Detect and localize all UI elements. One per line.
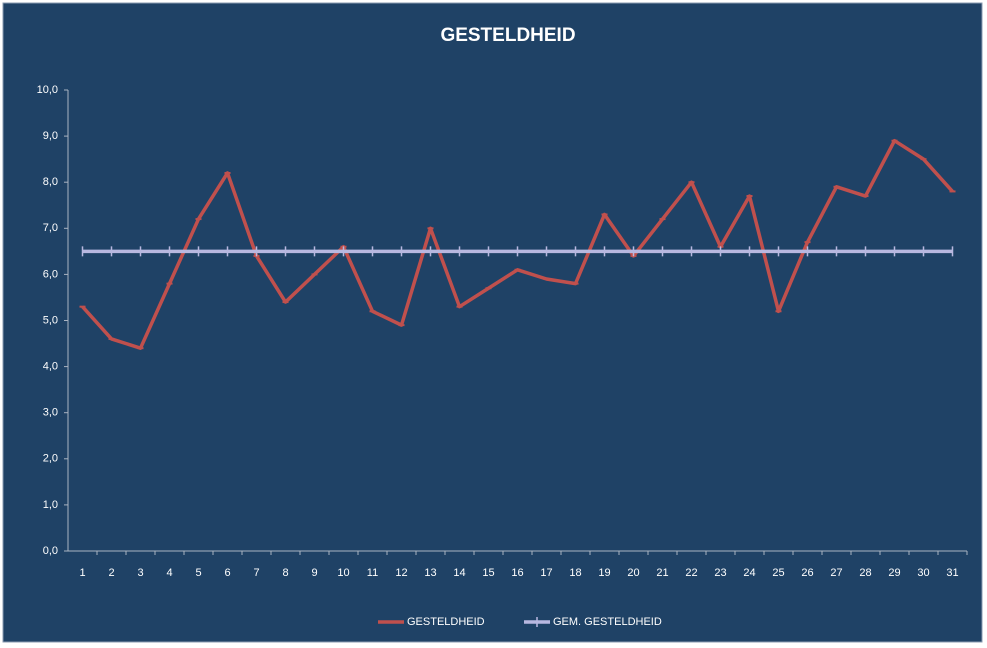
y-tick-label: 2,0 <box>43 453 58 465</box>
x-tick-label: 7 <box>253 567 259 579</box>
x-tick-label: 14 <box>453 567 465 579</box>
y-tick-label: 5,0 <box>43 314 58 326</box>
x-tick-label: 28 <box>859 567 871 579</box>
x-tick-label: 27 <box>830 567 842 579</box>
y-tick-label: 7,0 <box>43 222 58 234</box>
x-tick-label: 20 <box>627 567 639 579</box>
x-tick-label: 30 <box>917 567 929 579</box>
x-tick-label: 9 <box>311 567 317 579</box>
x-tick-label: 16 <box>511 567 523 579</box>
x-tick-label: 1 <box>79 567 85 579</box>
x-tick-label: 11 <box>367 567 378 579</box>
x-tick-label: 26 <box>801 567 813 579</box>
y-tick-label: 1,0 <box>43 499 58 511</box>
x-tick-label: 17 <box>540 567 552 579</box>
x-tick-label: 21 <box>656 567 668 579</box>
x-tick-label: 3 <box>137 567 143 579</box>
x-tick-label: 31 <box>946 567 958 579</box>
x-tick-label: 12 <box>395 567 407 579</box>
chart-title: GESTELDHEID <box>440 25 575 46</box>
x-tick-label: 2 <box>108 567 114 579</box>
y-tick-label: 9,0 <box>43 130 58 142</box>
x-tick-label: 6 <box>224 567 230 579</box>
y-tick-label: 3,0 <box>43 407 58 419</box>
x-tick-label: 19 <box>598 567 610 579</box>
x-tick-label: 5 <box>195 567 201 579</box>
x-tick-label: 23 <box>714 567 726 579</box>
x-tick-label: 10 <box>337 567 349 579</box>
x-tick-label: 25 <box>772 567 784 579</box>
legend-label: GEM. GESTELDHEID <box>553 616 662 628</box>
legend-label: GESTELDHEID <box>407 616 485 628</box>
x-tick-label: 24 <box>743 567 755 579</box>
y-tick-label: 10,0 <box>37 84 58 96</box>
x-tick-label: 4 <box>166 567 172 579</box>
x-tick-label: 13 <box>424 567 436 579</box>
x-tick-label: 22 <box>685 567 697 579</box>
x-tick-label: 15 <box>482 567 494 579</box>
y-tick-label: 0,0 <box>43 545 58 557</box>
y-tick-label: 6,0 <box>43 268 58 280</box>
x-tick-label: 18 <box>569 567 581 579</box>
x-tick-label: 29 <box>888 567 900 579</box>
y-tick-label: 4,0 <box>43 361 58 373</box>
x-tick-label: 8 <box>282 567 288 579</box>
y-tick-label: 8,0 <box>43 176 58 188</box>
